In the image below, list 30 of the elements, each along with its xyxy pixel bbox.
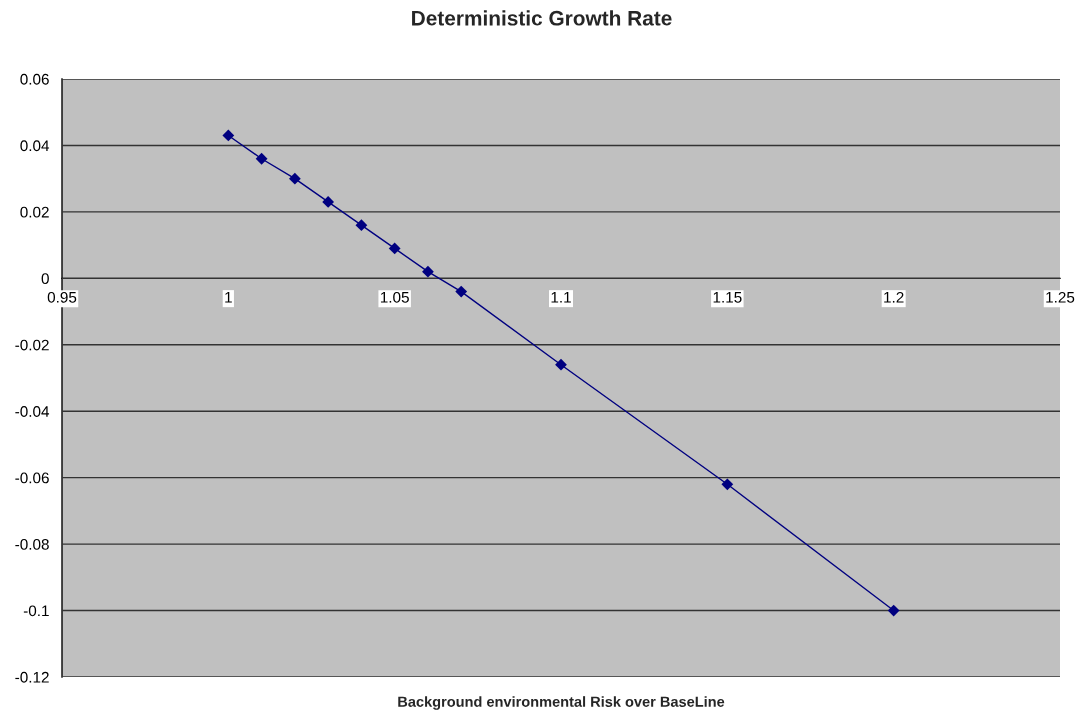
y-tick-label: -0.08 [15, 538, 49, 550]
x-tick-label: 1.1 [551, 292, 571, 303]
y-tick-label: 0.06 [20, 73, 49, 85]
point [255, 152, 268, 165]
point [422, 265, 434, 278]
y-tick-label: 0 [41, 273, 49, 285]
y-tick-label: -0.04 [15, 406, 50, 417]
y-tick-label: -0.02 [15, 339, 49, 351]
x-tick-label: 1 [225, 292, 232, 303]
point [887, 604, 900, 617]
point [322, 196, 335, 208]
y-tick-label: -0.12 [15, 671, 49, 683]
y-tick-label: -0.1 [23, 605, 49, 617]
x-tick-label: 1.05 [380, 291, 409, 303]
x-axis-title: Background environmental Risk over BaseLine [398, 696, 725, 710]
x-tick-label: 1.15 [713, 292, 742, 303]
point [355, 219, 368, 232]
point [222, 129, 235, 142]
y-tick-label: 0.02 [20, 206, 49, 218]
x-tick-label: 0.95 [47, 291, 77, 303]
point [288, 172, 301, 185]
point [455, 285, 468, 298]
x-tick-label: 1.25 [1046, 291, 1075, 303]
chart-title: Deterministic Growth Rate [412, 10, 672, 26]
y-tick-label: 0.04 [20, 140, 50, 152]
point [388, 242, 401, 255]
point [721, 478, 734, 491]
point [555, 358, 567, 371]
x-tick-label: 1.2 [884, 291, 904, 303]
y-tick-label: -0.06 [15, 472, 49, 484]
